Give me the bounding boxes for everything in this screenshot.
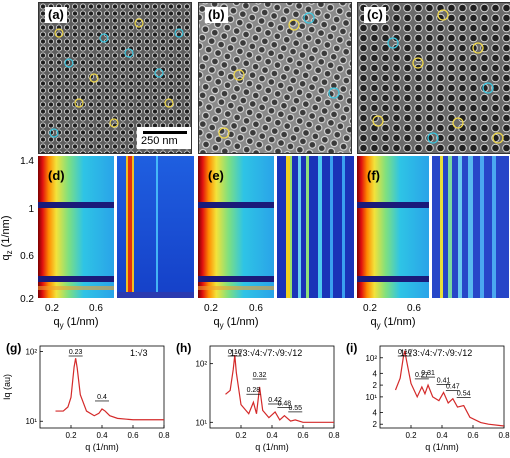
saxs-xtick-d-0-2: 0.2: [45, 303, 59, 314]
panel-label-f: (f): [367, 168, 380, 183]
x-axis-label: q (1/nm): [425, 442, 459, 452]
panel-label: (g): [6, 341, 21, 355]
saxs-xtick-e-0-6: 0.6: [249, 303, 263, 314]
peak-label: 0.48: [278, 401, 292, 408]
x-tick-label: 0.4: [436, 431, 448, 440]
saxs-map-e-experimental: [198, 156, 274, 298]
sem-texture-b: [199, 3, 351, 153]
scale-bar-line: [143, 131, 187, 134]
saxs-row: qz (1/nm) 1.4 1 0.6 0.2 (d) (e): [0, 156, 509, 330]
panel-label: (h): [176, 341, 191, 355]
y-tick-label: 10¹: [195, 418, 207, 427]
peak-label: 0.47: [446, 384, 460, 391]
saxs-map-f-experimental: [357, 156, 429, 298]
peak-label: 0.41: [437, 377, 451, 384]
saxs-xtick-e-0-2: 0.2: [204, 303, 218, 314]
panel-label-e: (e): [208, 168, 224, 183]
saxs-ytick-0-2: 0.2: [20, 294, 34, 305]
y-axis-label: Iq (au): [2, 374, 12, 400]
sem-texture-a: [39, 3, 191, 153]
saxs-xtick-f-0-2: 0.2: [363, 303, 377, 314]
panel-label-c: (c): [364, 7, 386, 23]
peak-label: 0.54: [457, 391, 471, 398]
scattering-curve: [55, 358, 164, 421]
saxs-ytick-1-4: 1.4: [20, 156, 34, 167]
sem-image-a: (a) 250 nm: [38, 2, 192, 154]
x-tick-label: 0.4: [96, 431, 108, 440]
peak-label: 0.4: [97, 394, 107, 401]
saxs-ylabel: qz (1/nm): [0, 216, 14, 261]
scale-bar: 250 nm: [137, 127, 191, 149]
peak-label: 0.16: [398, 349, 412, 356]
panel-label-d: (d): [48, 168, 65, 183]
x-tick-label: 0.6: [297, 431, 309, 440]
plot-i: 0.2 0.4 0.6 0.82410¹2410²0.160.270.310.410.…: [346, 341, 510, 452]
peak-label: 0.23: [69, 349, 83, 356]
peak-label: 0.55: [288, 405, 302, 412]
sem-texture-c: [358, 3, 510, 153]
sem-image-c: (c): [357, 2, 510, 154]
y-tick-label: 4: [373, 369, 378, 378]
plot-frame: [379, 345, 505, 429]
y-tick-label: 10²: [25, 348, 37, 357]
ratio-text: 1:√3:√4:√7:√9:√12: [230, 348, 302, 358]
scattering-curve: [225, 355, 334, 423]
x-axis-label: q (1/nm): [255, 442, 289, 452]
y-tick-label: 2: [373, 420, 378, 429]
sem-image-b: (b): [198, 2, 352, 154]
y-tick-label: 10¹: [365, 393, 377, 402]
saxs-xlabel-e: qy (1/nm): [214, 316, 259, 330]
plot-frame: [39, 345, 165, 429]
saxs-xlabel-d: qy (1/nm): [54, 316, 99, 330]
x-tick-label: 0.2: [235, 431, 247, 440]
y-tick-label: 10¹: [25, 417, 37, 426]
scale-bar-label: 250 nm: [141, 135, 178, 147]
saxs-map-d-simulated: [117, 156, 194, 298]
x-tick-label: 0.2: [405, 431, 417, 440]
plot-g: 0.2 0.4 0.6 0.8 10¹ 10² 0.23 0.4 (g) 1:√3 q (1/nm)…: [2, 341, 170, 452]
highlight-markers-a: [54, 18, 174, 128]
saxs-map-f-simulated: [432, 156, 509, 298]
x-tick-label: 0.6: [127, 431, 139, 440]
panel-label-a: (a): [45, 7, 67, 23]
x-tick-label: 0.4: [266, 431, 278, 440]
saxs-xtick-d-0-6: 0.6: [89, 303, 103, 314]
saxs-map-d-experimental: [38, 156, 114, 298]
peak-label: 0.31: [421, 370, 435, 377]
peak-label: 0.32: [253, 372, 267, 379]
saxs-ytick-0-6: 0.6: [20, 251, 34, 262]
x-tick-label: 0.8: [328, 431, 340, 440]
saxs-map-e-simulated: [277, 156, 354, 298]
peak-label: 0.27: [415, 372, 429, 379]
panel-label-b: (b): [205, 7, 228, 23]
saxs-xtick-f-0-6: 0.6: [407, 303, 421, 314]
y-tick-label: 2: [373, 381, 378, 390]
ratio-text: 1:√3:√4:√7:√9:√12: [400, 348, 472, 358]
y-tick-label: 4: [373, 408, 378, 417]
panel-label: (i): [346, 341, 357, 355]
plot-h: 0.2 0.4 0.6 0.8 10¹ 10² 0.16 0.28 0.32 0.420.480.…: [176, 341, 340, 452]
y-tick-label: 10²: [195, 360, 207, 369]
x-axis-label: q (1/nm): [85, 442, 119, 452]
x-tick-label: 0.8: [158, 431, 170, 440]
y-tick-label: 10²: [365, 354, 377, 363]
x-tick-label: 0.2: [65, 431, 77, 440]
scattering-curve: [394, 350, 505, 427]
x-tick-label: 0.6: [467, 431, 479, 440]
peak-label: 0.28: [247, 387, 261, 394]
saxs-ytick-1: 1: [28, 204, 34, 215]
peak-label: 0.16: [228, 349, 242, 356]
x-tick-label: 0.8: [498, 431, 510, 440]
saxs-xlabel-f: qy (1/nm): [371, 316, 416, 330]
ratio-text: 1:√3: [130, 348, 147, 358]
plot-frame: [209, 345, 335, 429]
peak-label: 0.42: [268, 397, 282, 404]
